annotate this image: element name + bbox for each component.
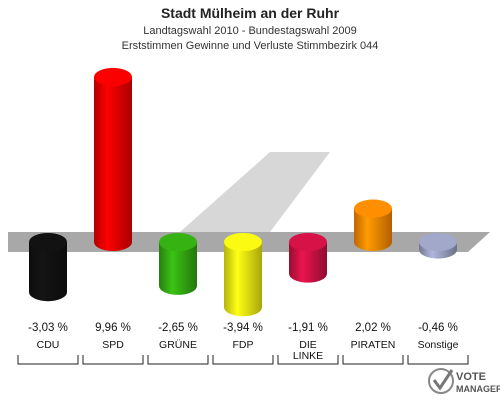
category-bracket-cdu [17, 355, 79, 365]
value-label-grüne: -2,65 % [158, 322, 198, 334]
bar-die-linke [289, 242, 327, 283]
category-label-sonstige: Sonstige [418, 339, 459, 351]
vote-manager-logo: VOTE MANAGER [428, 368, 500, 394]
bar-cdu [29, 242, 67, 302]
category-label-grüne: GRÜNE [159, 339, 197, 351]
bar-piraten [354, 208, 392, 251]
labels-group: -3,03 % CDU 9,96 % SPD -2,65 % GRÜNE -3,94 % FD… [17, 322, 469, 365]
category-label-die-linke-2: LINKE [293, 350, 323, 362]
category-label-piraten: PIRATEN [351, 339, 396, 351]
value-label-die-linke: -1,91 % [288, 322, 328, 334]
bar-cap-cdu [29, 233, 67, 251]
category-label-spd: SPD [102, 339, 124, 351]
value-label-cdu: -3,03 % [28, 322, 68, 334]
shadow-band [180, 152, 330, 232]
bar-grüne [159, 242, 197, 295]
value-label-piraten: 2,02 % [355, 322, 391, 334]
category-bracket-die-linke [277, 355, 339, 365]
bar-cap-sonstige [419, 233, 457, 251]
logo-text-vote: VOTE [456, 371, 486, 383]
value-label-fdp: -3,94 % [223, 322, 263, 334]
bar-fdp [224, 242, 262, 317]
category-bracket-piraten [342, 355, 404, 365]
value-label-spd: 9,96 % [95, 322, 131, 334]
category-bracket-grüne [147, 355, 209, 365]
chart-subtitle-1: Landtagswahl 2010 - Bundestagswahl 2009 [143, 25, 356, 37]
logo-check-icon [428, 368, 454, 394]
value-label-sonstige: -0,46 % [418, 322, 458, 334]
bar-cap-die-linke [289, 233, 327, 251]
bar-cap-spd [94, 68, 132, 86]
category-bracket-sonstige [407, 355, 469, 365]
chart-title: Stadt Mülheim an der Ruhr [161, 5, 340, 21]
category-label-fdp: FDP [233, 339, 254, 351]
logo-check-mark [432, 369, 454, 391]
bar-spd [94, 77, 132, 251]
bar-cap-fdp [224, 233, 262, 251]
chart-subtitle-2: Erststimmen Gewinne und Verluste Stimmbe… [122, 40, 379, 52]
category-label-cdu: CDU [37, 339, 60, 351]
bar-cap-piraten [354, 199, 392, 218]
category-label-die-linke-1: DIE [299, 339, 317, 351]
bar-cap-grüne [159, 233, 197, 251]
logo-text-manager: MANAGER [456, 384, 500, 394]
category-bracket-fdp [212, 355, 274, 365]
bars-group [29, 68, 457, 317]
category-bracket-spd [82, 355, 144, 365]
